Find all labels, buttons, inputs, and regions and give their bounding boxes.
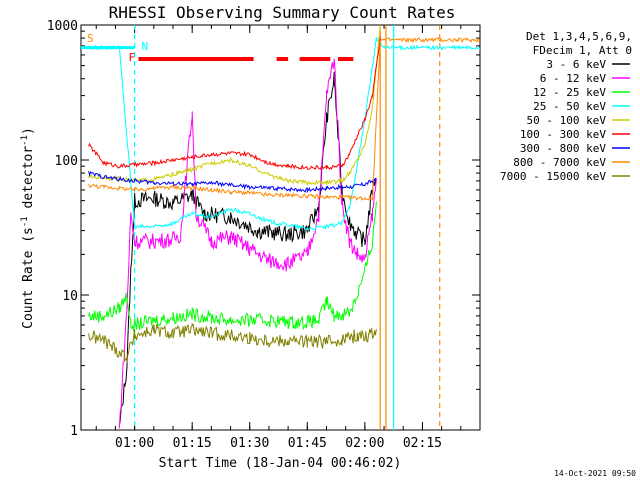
x-tick-label: 01:15: [173, 436, 212, 451]
series-line: [88, 323, 377, 363]
legend-entry-label: 50 - 100 keV: [527, 114, 607, 127]
legend-header: FDecim 1, Att 0: [533, 44, 632, 57]
legend-entry-label: 7000 - 15000 keV: [500, 170, 606, 183]
chart-title: RHESSI Observing Summary Count Rates: [109, 3, 456, 22]
y-axis-label-sup: -1: [20, 135, 30, 146]
series-line: [88, 37, 381, 170]
legend-header: Det 1,3,4,5,6,9,: [526, 30, 632, 43]
x-tick-label: 01:00: [115, 436, 154, 451]
y-tick-label: 1000: [47, 19, 78, 34]
legend: Det 1,3,4,5,6,9,FDecim 1, Att 03 - 6 keV…: [500, 30, 632, 183]
legend-entry-label: 12 - 25 keV: [533, 86, 606, 99]
y-tick-label: 1: [70, 424, 78, 439]
series-line: [88, 37, 481, 231]
legend-entry-label: 800 - 7000 keV: [513, 156, 606, 169]
x-tick-label: 02:00: [345, 436, 384, 451]
legend-entry-label: 300 - 800 keV: [520, 142, 606, 155]
x-tick-label: 01:45: [288, 436, 327, 451]
legend-entry-label: 6 - 12 keV: [540, 72, 607, 85]
legend-entry-label: 100 - 300 keV: [520, 128, 606, 141]
series-line: [88, 37, 481, 202]
y-axis-label-part: detector: [21, 146, 36, 217]
plot-frame: [80, 24, 481, 431]
y-axis-label-sup: -1: [20, 216, 30, 227]
plot-area: 1 10 100 1000 01:00 01:15 01:30 01:45 02:00 02:15…: [47, 19, 481, 451]
legend-entry-label: 25 - 50 keV: [533, 100, 606, 113]
series-line: [88, 171, 377, 194]
series-line: [118, 58, 377, 429]
y-axis-label: Count Rate (s-1 detector-1): [20, 127, 36, 329]
saa-flag-label: S: [87, 32, 94, 45]
y-axis-label-part: Count Rate (s: [21, 227, 36, 329]
x-tick-label: 02:15: [403, 436, 442, 451]
x-tick-label: 01:30: [230, 436, 269, 451]
footer-timestamp: 14-Oct-2021 09:50: [554, 469, 636, 478]
legend-entry-label: 3 - 6 keV: [546, 58, 606, 71]
series-line: [88, 201, 377, 332]
y-tick-label: 10: [62, 289, 78, 304]
x-axis-label: Start Time (18-Jan-04 00:46:02): [159, 456, 402, 471]
flare-flag-label: F: [128, 51, 135, 64]
y-axis-label-part: ): [21, 127, 36, 135]
night-flag-label: N: [141, 40, 148, 53]
series-line: [88, 25, 381, 187]
y-tick-label: 100: [55, 154, 78, 169]
